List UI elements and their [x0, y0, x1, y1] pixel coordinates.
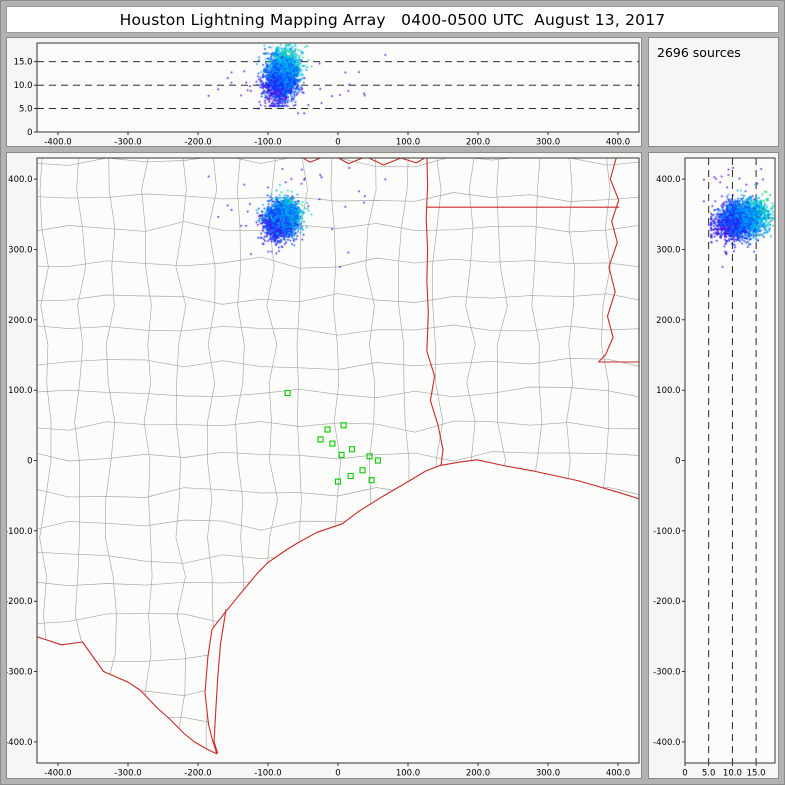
north-south-vs-altitude-panel: 05.010.015.0-400.0-300.0-200.0-100.00100…: [648, 152, 780, 780]
plan-view-map-panel: -400.0-300.0-200.0-100.00100.0200.0300.0…: [6, 152, 643, 780]
window-title: Houston Lightning Mapping Array 0400-050…: [119, 10, 666, 29]
altitude-vs-east-west-panel: -400.0-300.0-200.0-100.00100.0200.0300.0…: [6, 37, 643, 148]
title-bar: Houston Lightning Mapping Array 0400-050…: [6, 6, 779, 33]
map-points-canvas: [7, 153, 643, 780]
source-count-label: 2696 sources: [657, 45, 741, 60]
ew-altitude-points-canvas: [7, 38, 643, 148]
ns-altitude-points-canvas: [649, 153, 780, 780]
source-count-panel: 2696 sources: [648, 37, 779, 147]
